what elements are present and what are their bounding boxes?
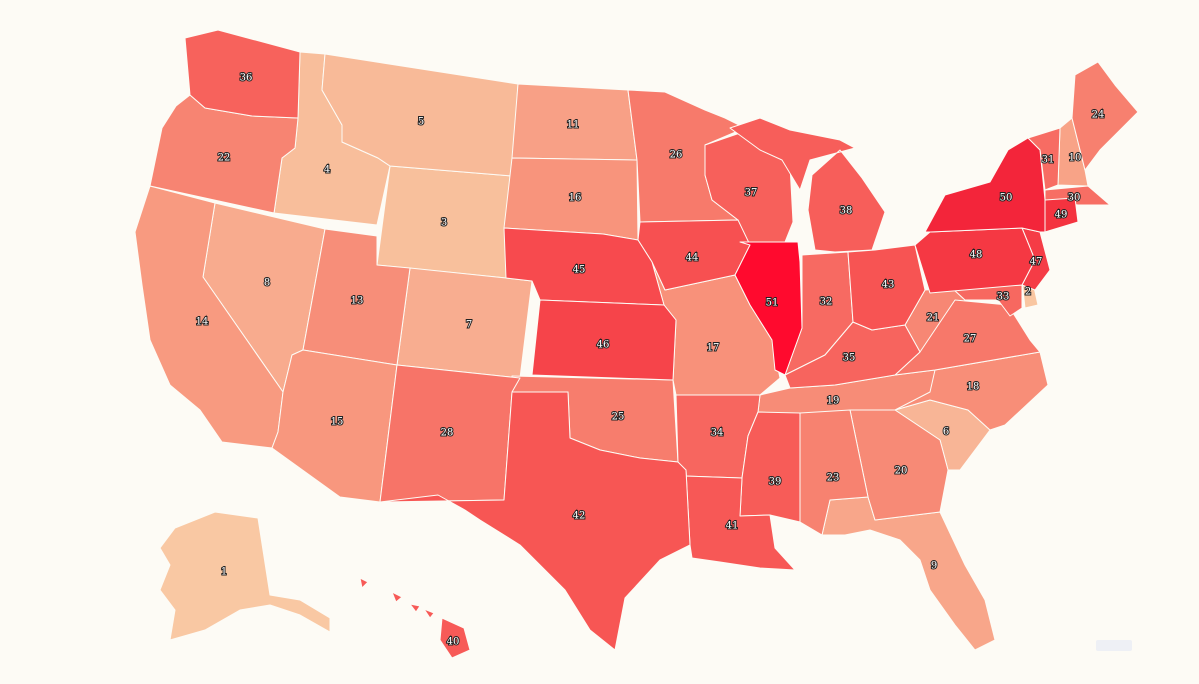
state-label-pa: 48 xyxy=(970,250,983,261)
state-ks[interactable] xyxy=(531,299,677,381)
state-label-ca: 14 xyxy=(196,317,209,328)
state-label-ma: 30 xyxy=(1068,193,1081,204)
state-label-ne: 45 xyxy=(573,265,586,276)
state-label-fl: 9 xyxy=(931,561,937,572)
state-label-tn: 19 xyxy=(827,396,840,407)
state-label-tx: 42 xyxy=(573,511,586,522)
state-label-wy: 3 xyxy=(441,218,447,229)
state-label-mi: 38 xyxy=(840,206,853,217)
state-wa[interactable] xyxy=(184,29,301,119)
state-label-ok: 25 xyxy=(612,412,625,423)
state-label-wv: 21 xyxy=(927,313,940,324)
state-ca[interactable] xyxy=(134,185,284,449)
state-va[interactable] xyxy=(894,299,1041,376)
state-label-hi: 40 xyxy=(447,637,460,648)
state-label-sc: 6 xyxy=(943,427,949,438)
state-label-nc: 18 xyxy=(967,382,980,393)
state-label-wa: 36 xyxy=(240,73,253,84)
state-me[interactable] xyxy=(1071,61,1139,171)
state-label-ny: 50 xyxy=(1000,193,1013,204)
state-label-oh: 43 xyxy=(882,280,895,291)
state-label-ks: 46 xyxy=(597,340,610,351)
states-layer xyxy=(134,29,1139,659)
state-label-va: 27 xyxy=(964,334,977,345)
state-label-il: 51 xyxy=(766,298,779,309)
state-oh[interactable] xyxy=(847,244,926,331)
state-label-az: 15 xyxy=(331,417,344,428)
state-tx[interactable] xyxy=(379,391,691,651)
state-label-wi: 37 xyxy=(745,188,758,199)
state-label-id: 4 xyxy=(324,165,330,176)
state-label-co: 7 xyxy=(466,320,472,331)
state-hi[interactable] xyxy=(359,577,471,659)
state-label-la: 41 xyxy=(726,521,739,532)
state-label-ut: 13 xyxy=(351,296,364,307)
state-label-md: 33 xyxy=(997,292,1010,303)
state-label-al: 23 xyxy=(827,473,840,484)
state-label-or: 22 xyxy=(218,153,231,164)
state-label-ky: 35 xyxy=(843,353,856,364)
state-label-ga: 20 xyxy=(895,466,908,477)
watermark-chip xyxy=(1096,640,1132,651)
state-label-sd: 16 xyxy=(569,193,582,204)
state-ga[interactable] xyxy=(849,409,949,521)
state-label-ms: 39 xyxy=(769,477,782,488)
state-label-in: 32 xyxy=(820,297,833,308)
state-label-mt: 5 xyxy=(418,117,424,128)
state-label-nh: 10 xyxy=(1069,153,1082,164)
state-label-nv: 8 xyxy=(264,278,270,289)
state-label-me: 24 xyxy=(1092,110,1105,121)
state-ny[interactable] xyxy=(924,137,1046,233)
labels-layer: 1234567891011131415161718192021222324252… xyxy=(195,72,1106,649)
state-label-ct: 49 xyxy=(1055,210,1068,221)
state-label-ia: 44 xyxy=(686,253,699,264)
state-label-mn: 26 xyxy=(670,150,683,161)
state-label-nd: 11 xyxy=(567,120,580,131)
state-label-de: 2 xyxy=(1025,287,1031,298)
state-ky[interactable] xyxy=(784,321,921,389)
state-label-vt: 31 xyxy=(1042,155,1055,166)
state-label-mo: 17 xyxy=(707,343,720,354)
state-label-nm: 28 xyxy=(441,428,454,439)
state-il[interactable] xyxy=(734,241,803,376)
state-label-ar: 34 xyxy=(711,428,724,439)
state-pa[interactable] xyxy=(914,227,1036,294)
state-label-ak: 1 xyxy=(221,567,227,578)
state-label-nj: 47 xyxy=(1030,257,1043,268)
state-ak[interactable] xyxy=(159,511,331,641)
state-co[interactable] xyxy=(396,267,533,379)
